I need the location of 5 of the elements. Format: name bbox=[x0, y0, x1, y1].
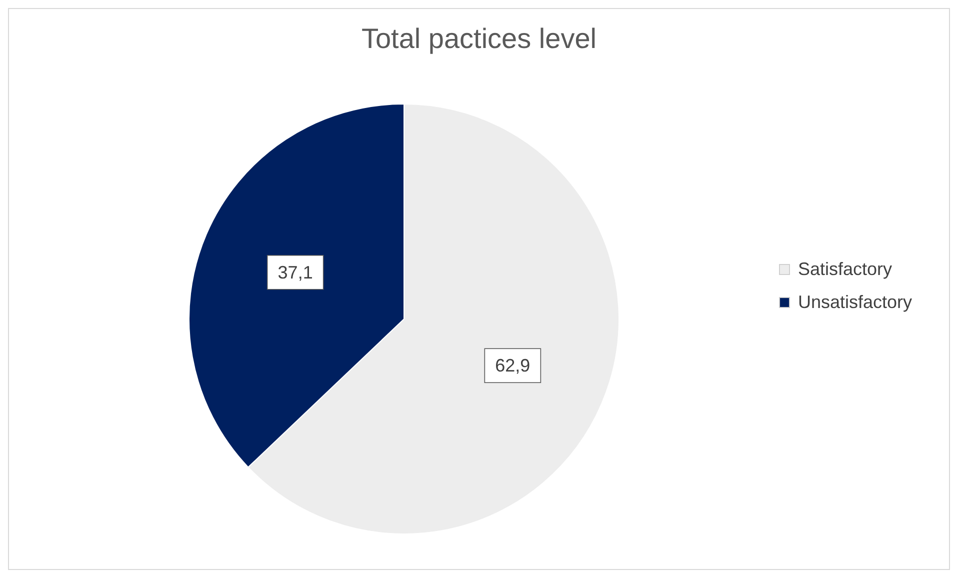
legend-label: Satisfactory bbox=[798, 259, 892, 280]
legend-label: Unsatisfactory bbox=[798, 292, 912, 313]
chart-title: Total pactices level bbox=[360, 23, 598, 55]
data-label: 62,9 bbox=[495, 356, 530, 376]
data-label: 37,1 bbox=[278, 262, 313, 282]
